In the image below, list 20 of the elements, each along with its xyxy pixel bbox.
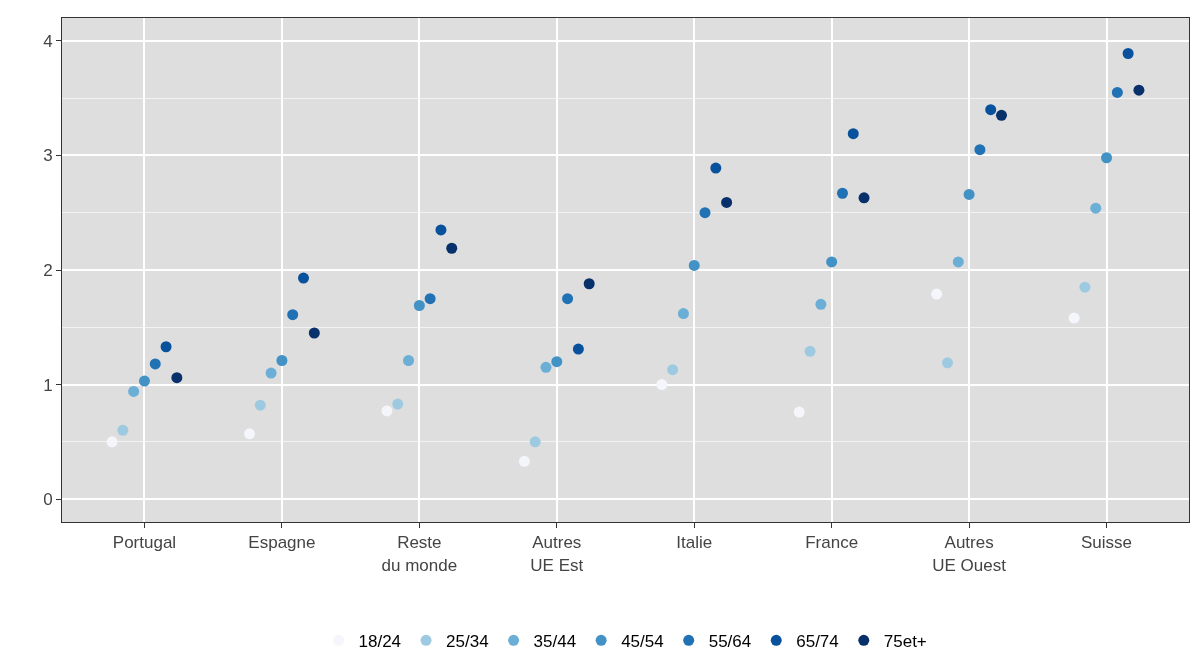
x-tick-label: Autres UE Ouest [932,533,1007,575]
y-tick-label: 1 [43,375,53,395]
legend-label: 35/44 [533,631,577,651]
x-tick-label: Espagne [248,533,316,553]
x-tick-label: Suisse [1081,533,1133,553]
y-tick-label: 3 [43,146,53,166]
legend-label: 55/64 [708,631,752,651]
x-tick-label: Portugal [112,533,177,553]
y-tick-label: 0 [43,490,53,510]
legend-label: 65/74 [796,631,839,651]
x-tick-label: Italie [676,533,713,553]
legend-label: 75et+ [883,631,927,651]
legend-label: 18/24 [358,631,402,651]
x-tick-label: Autres UE Est [530,533,584,575]
legend-label: 45/54 [621,631,664,651]
y-tick-label: 4 [43,31,53,51]
y-tick-label: 2 [43,260,53,280]
x-tick-label: Reste du monde [381,533,458,575]
x-tick-label: France [805,533,859,553]
legend-label: 25/34 [446,631,489,651]
